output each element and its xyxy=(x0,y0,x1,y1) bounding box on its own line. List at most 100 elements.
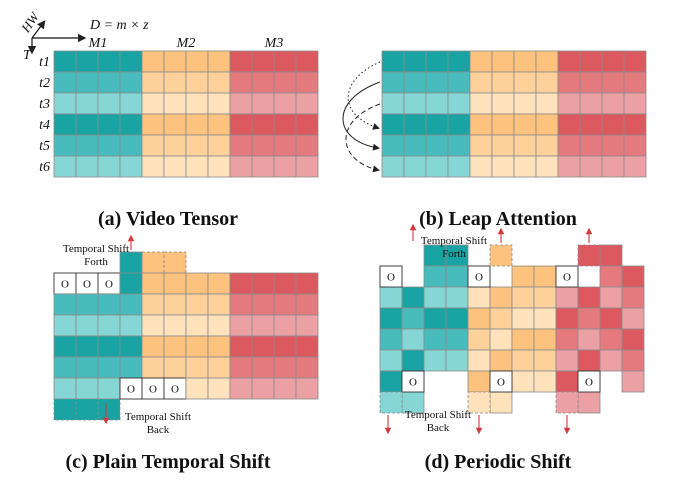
tensor-cell xyxy=(185,314,209,337)
panel-d: O O O O O O Temporal Shift Forth Temporal Shi… xyxy=(379,223,645,473)
tensor-cell xyxy=(207,71,231,94)
tensor-cell xyxy=(579,50,603,73)
tensor-cell xyxy=(579,134,603,157)
periodic-cell xyxy=(555,328,579,351)
periodic-cell xyxy=(489,307,513,330)
tensor-cell xyxy=(447,50,471,73)
tensor-cell xyxy=(601,113,625,136)
periodic-cell xyxy=(621,328,645,351)
periodic-cell xyxy=(445,349,469,372)
tensor-cell xyxy=(557,71,581,94)
shift-forth-label-d-line2: Forth xyxy=(442,248,466,260)
tensor-cell xyxy=(185,92,209,115)
tensor-cell xyxy=(601,50,625,73)
tensor-cell xyxy=(273,155,297,178)
tensor-cell xyxy=(207,335,231,358)
tensor-cell xyxy=(557,92,581,115)
periodic-cell xyxy=(533,307,557,330)
shift-back-label-c-line1: Temporal Shift xyxy=(125,411,191,423)
d-formula: D = m × z xyxy=(89,18,149,33)
tensor-cell xyxy=(491,113,515,136)
periodic-cell xyxy=(379,328,403,351)
shifted-forth-cell xyxy=(53,377,77,400)
caption-a: (a) Video Tensor xyxy=(98,208,238,230)
shifted-forth-cell xyxy=(53,335,77,358)
periodic-cell xyxy=(599,286,623,309)
tensor-cell xyxy=(185,335,209,358)
tensor-cell xyxy=(207,293,231,316)
periodic-cell xyxy=(445,328,469,351)
periodic-cell xyxy=(533,265,557,288)
tensor-cell xyxy=(273,134,297,157)
tensor-cell xyxy=(229,377,253,400)
time-label: t3 xyxy=(39,97,50,112)
periodic-cell xyxy=(577,286,601,309)
tensor-cell xyxy=(381,134,405,157)
periodic-cell xyxy=(511,370,535,393)
panel-b: (b) Leap Attention xyxy=(342,50,647,230)
caption-c: (c) Plain Temporal Shift xyxy=(65,451,270,473)
shifted-back-cell xyxy=(141,272,165,295)
periodic-cell xyxy=(379,349,403,372)
periodic-cell xyxy=(533,286,557,309)
periodic-cell xyxy=(511,349,535,372)
tensor-cell xyxy=(469,92,493,115)
periodic-cell xyxy=(423,349,447,372)
periodic-cell xyxy=(621,265,645,288)
periodic-cell xyxy=(401,286,425,309)
tensor-cell xyxy=(119,71,143,94)
periodic-cell xyxy=(489,349,513,372)
shifted-forth-cell xyxy=(53,314,77,337)
tensor-cell xyxy=(185,293,209,316)
tensor-cell xyxy=(381,71,405,94)
periodic-cell xyxy=(533,328,557,351)
periodic-cell xyxy=(401,349,425,372)
periodic-cell xyxy=(379,370,403,393)
periodic-cell xyxy=(577,307,601,330)
leap-arrows xyxy=(342,61,381,173)
tensor-cell xyxy=(141,50,165,73)
periodic-cell xyxy=(577,349,601,372)
tensor-cell xyxy=(229,113,253,136)
periodic-shift-grid: O O O O O O xyxy=(379,223,645,435)
leap-arrow-dotted xyxy=(347,61,381,130)
tensor-cell xyxy=(251,71,275,94)
tensor-cell xyxy=(207,356,231,379)
tensor-cell xyxy=(535,92,559,115)
caption-b: (b) Leap Attention xyxy=(419,208,577,230)
hw-axis-arrow xyxy=(31,20,46,39)
shift-forth-label-c-line1: Temporal Shift xyxy=(63,243,129,255)
zero-symbol: O xyxy=(61,279,69,291)
tensor-cell xyxy=(557,134,581,157)
tensor-cell xyxy=(273,50,297,73)
tensor-cell xyxy=(251,155,275,178)
time-label: t4 xyxy=(39,118,50,133)
tensor-cell xyxy=(53,50,77,73)
shift-forth-label-c-line2: Forth xyxy=(84,256,108,268)
periodic-cell xyxy=(379,286,403,309)
periodic-cell xyxy=(467,349,491,372)
periodic-cell xyxy=(577,328,601,351)
tensor-cell xyxy=(207,134,231,157)
zero-symbol: O xyxy=(563,272,571,284)
zero-padding-cell xyxy=(119,377,143,400)
periodic-cell xyxy=(511,328,535,351)
tensor-cell xyxy=(535,113,559,136)
tensor-cell xyxy=(53,113,77,136)
tensor-cell xyxy=(141,113,165,136)
tensor-cell xyxy=(185,71,209,94)
tensor-cell xyxy=(229,71,253,94)
tensor-cell xyxy=(557,155,581,178)
tensor-cell xyxy=(97,92,121,115)
shift-back-label-d-line2: Back xyxy=(427,422,450,434)
zero-symbol: O xyxy=(127,384,135,396)
tensor-cell xyxy=(273,314,297,337)
tensor-cell xyxy=(601,71,625,94)
back-origin-cell xyxy=(467,391,491,414)
periodic-cell xyxy=(489,391,513,414)
tensor-cell xyxy=(97,113,121,136)
periodic-cell xyxy=(511,286,535,309)
shifted-back-origin-cell xyxy=(141,251,165,274)
periodic-cell xyxy=(401,328,425,351)
periodic-cell xyxy=(467,307,491,330)
